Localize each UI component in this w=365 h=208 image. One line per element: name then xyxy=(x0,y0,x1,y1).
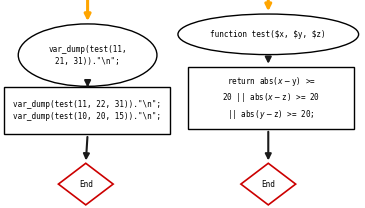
Polygon shape xyxy=(58,163,113,205)
Ellipse shape xyxy=(178,14,358,54)
Text: End: End xyxy=(79,180,93,189)
Text: End: End xyxy=(261,180,275,189)
Ellipse shape xyxy=(18,24,157,86)
Bar xyxy=(4,87,170,134)
Text: function test($x, $y, $z): function test($x, $y, $z) xyxy=(211,30,326,39)
Text: return abs($x - $y) >=
20 || abs($x - $z) >= 20
|| abs($y - $z) >= 20;: return abs($x - $y) >= 20 || abs($x - $z… xyxy=(222,75,320,121)
Bar xyxy=(188,67,354,129)
Polygon shape xyxy=(241,163,296,205)
Text: var_dump(test(11,
21, 31))."\n";: var_dump(test(11, 21, 31))."\n"; xyxy=(48,45,127,66)
Text: var_dump(test(11, 22, 31))."\n";
var_dump(test(10, 20, 15))."\n";: var_dump(test(11, 22, 31))."\n"; var_dum… xyxy=(13,100,161,121)
